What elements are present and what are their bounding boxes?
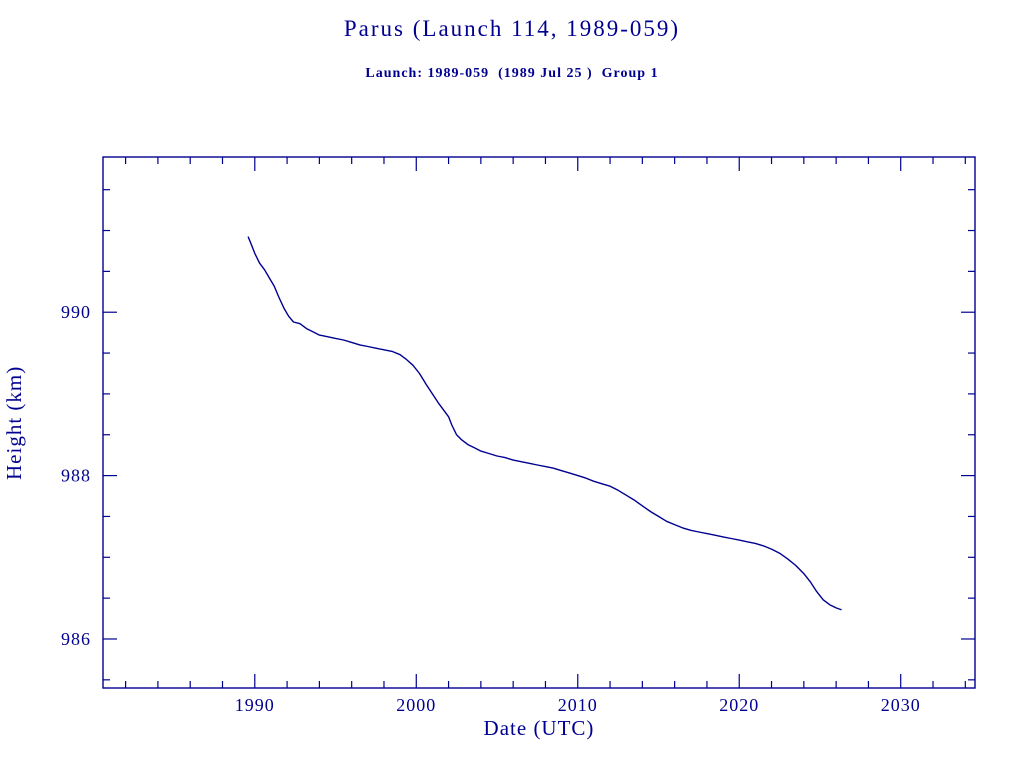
x-tick-label: 2010 bbox=[558, 695, 598, 715]
chart-title: Parus (Launch 114, 1989-059) bbox=[343, 16, 681, 41]
y-tick-label: 990 bbox=[61, 302, 91, 322]
x-tick-label: 2020 bbox=[719, 695, 759, 715]
chart-subtitle: Launch: 1989-059 (1989 Jul 25 ) Group 1 bbox=[365, 66, 659, 81]
x-tick-label: 2030 bbox=[881, 695, 921, 715]
x-axis-label: Date (UTC) bbox=[483, 716, 595, 740]
x-tick-label: 1990 bbox=[235, 695, 275, 715]
plot-frame bbox=[102, 156, 976, 689]
y-tick-label: 988 bbox=[61, 466, 91, 486]
x-tick-label: 2000 bbox=[396, 695, 436, 715]
y-tick-label: 986 bbox=[61, 629, 91, 649]
data-line bbox=[247, 236, 842, 611]
y-axis-label: Height (km) bbox=[2, 365, 26, 480]
